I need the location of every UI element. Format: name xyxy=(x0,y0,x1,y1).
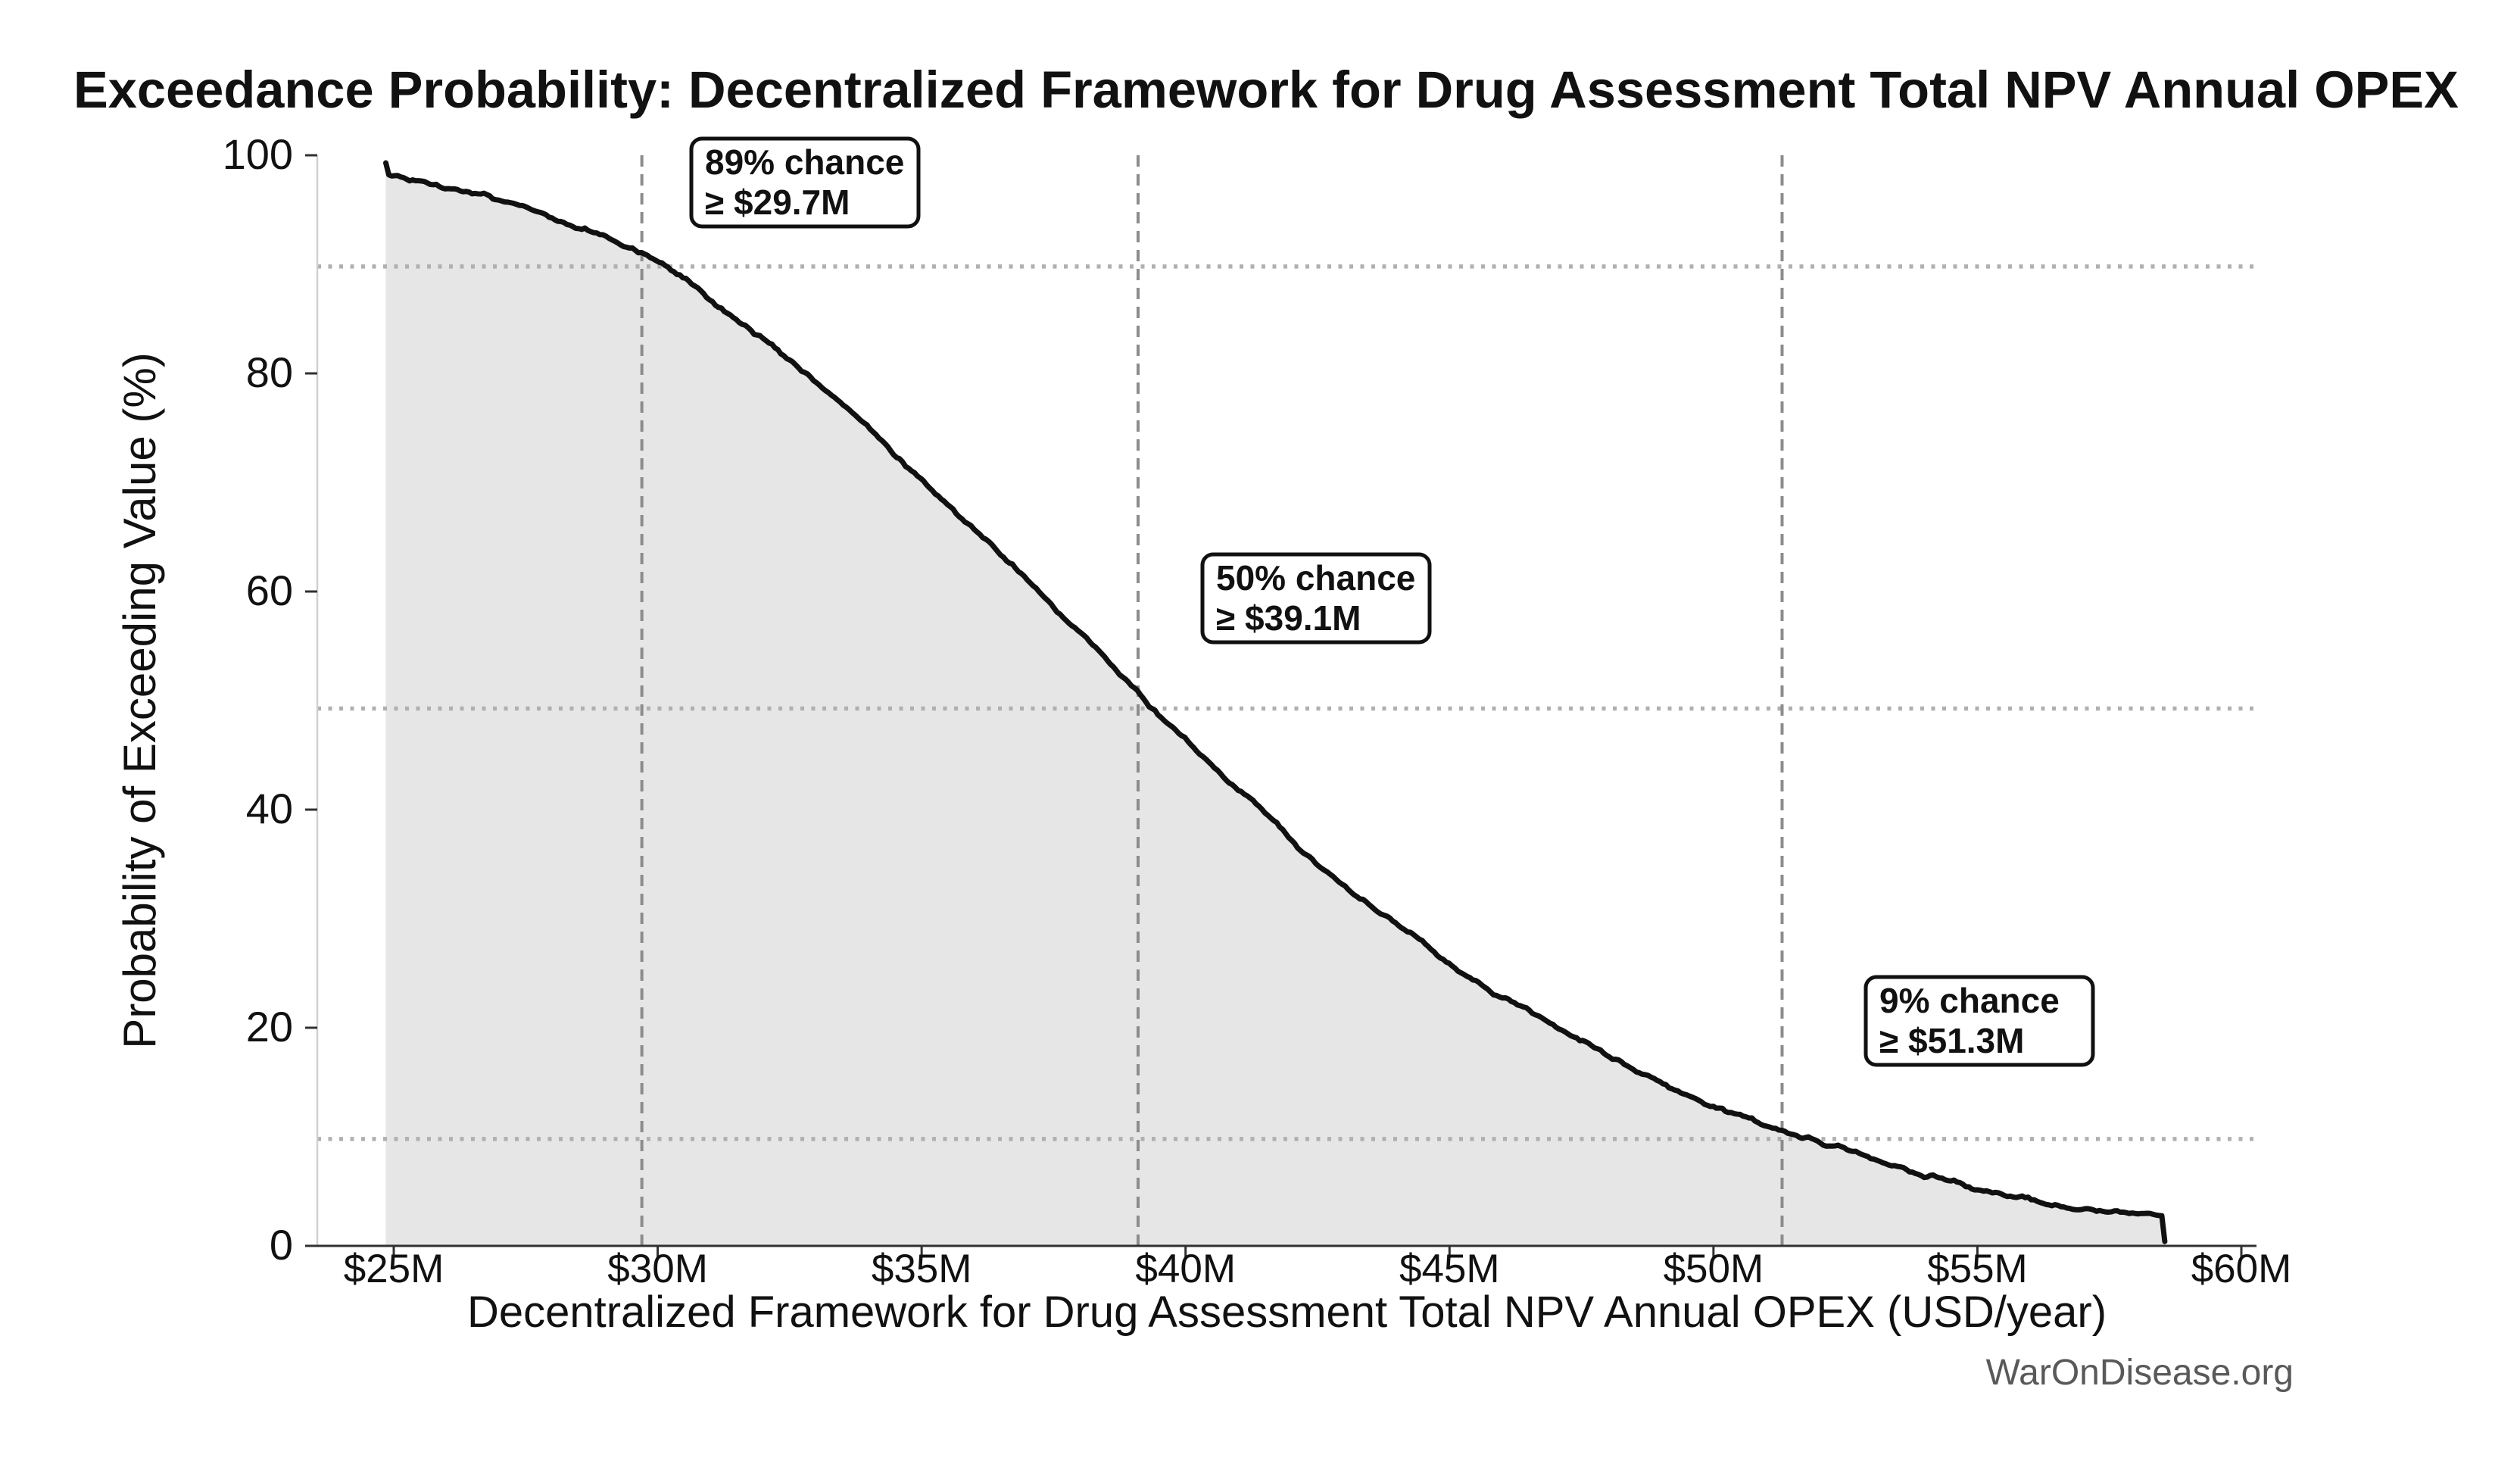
svg-text:$35M: $35M xyxy=(872,1247,972,1291)
svg-text:$30M: $30M xyxy=(607,1247,708,1291)
svg-text:40: 40 xyxy=(246,785,293,832)
svg-text:$55M: $55M xyxy=(1927,1247,2028,1291)
svg-text:$60M: $60M xyxy=(2191,1247,2292,1291)
svg-text:≥ $29.7M: ≥ $29.7M xyxy=(705,183,850,222)
svg-text:WarOnDisease.org: WarOnDisease.org xyxy=(1986,1353,2294,1393)
svg-text:80: 80 xyxy=(246,348,293,396)
svg-text:$50M: $50M xyxy=(1664,1247,1764,1291)
svg-text:$45M: $45M xyxy=(1399,1247,1500,1291)
svg-text:100: 100 xyxy=(223,130,293,178)
svg-text:20: 20 xyxy=(246,1003,293,1050)
svg-text:≥ $39.1M: ≥ $39.1M xyxy=(1216,598,1361,638)
svg-text:Probability of Exceeding Value: Probability of Exceeding Value (%) xyxy=(114,352,165,1048)
svg-text:$25M: $25M xyxy=(344,1247,444,1291)
svg-text:Decentralized Framework for Dr: Decentralized Framework for Drug Assessm… xyxy=(467,1288,2107,1337)
svg-text:60: 60 xyxy=(246,567,293,614)
svg-text:Exceedance Probability: Decent: Exceedance Probability: Decentralized Fr… xyxy=(73,61,2459,119)
svg-text:89% chance: 89% chance xyxy=(705,142,904,182)
svg-text:50% chance: 50% chance xyxy=(1216,558,1415,598)
svg-text:0: 0 xyxy=(270,1221,293,1269)
svg-text:$40M: $40M xyxy=(1135,1247,1236,1291)
svg-text:≥ $51.3M: ≥ $51.3M xyxy=(1879,1021,2024,1060)
svg-text:9% chance: 9% chance xyxy=(1879,981,2060,1020)
